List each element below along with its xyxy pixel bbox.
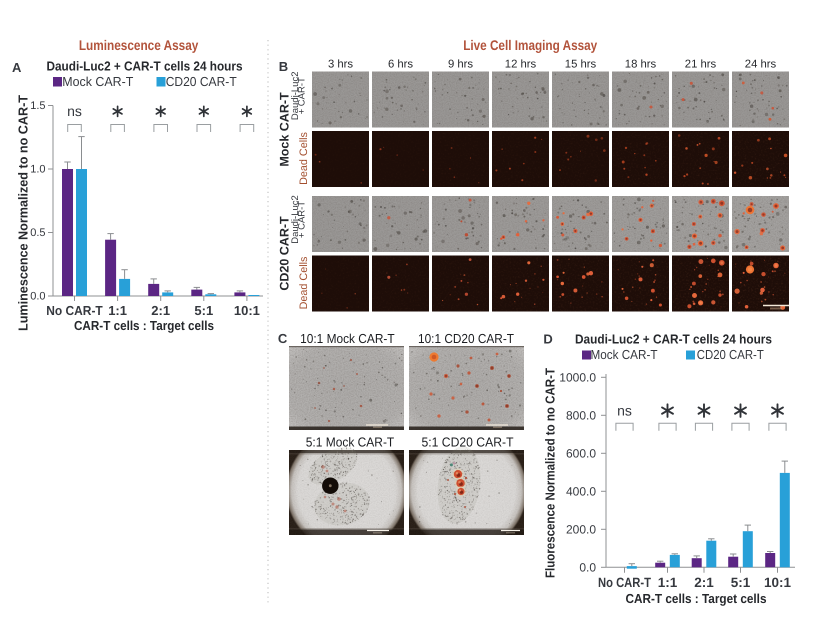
svg-text:200.0: 200.0 — [566, 523, 596, 537]
svg-text:Fluorescence Normalized to no: Fluorescence Normalized to no CAR-T — [543, 368, 558, 578]
svg-text:Mock CAR-T: Mock CAR-T — [278, 92, 292, 167]
svg-text:D: D — [543, 331, 552, 346]
svg-text:15 hrs: 15 hrs — [565, 58, 597, 70]
svg-text:CD20 CAR-T: CD20 CAR-T — [697, 347, 764, 362]
svg-text:Daudi-Luc2 + CAR-T cells 24 ho: Daudi-Luc2 + CAR-T cells 24 hours — [575, 332, 772, 347]
svg-text:1:1: 1:1 — [658, 575, 678, 590]
svg-text:400.0: 400.0 — [566, 485, 596, 499]
svg-text:No CAR-T: No CAR-T — [598, 575, 652, 590]
svg-text:21 hrs: 21 hrs — [685, 58, 717, 70]
svg-text:12 hrs: 12 hrs — [505, 58, 537, 70]
svg-text:Dead Cells: Dead Cells — [298, 256, 310, 309]
svg-text:+ CAR-T: + CAR-T — [297, 201, 308, 238]
svg-text:10:1 Mock CAR-T: 10:1 Mock CAR-T — [300, 331, 395, 346]
svg-text:Luminescence Assay: Luminescence Assay — [79, 37, 199, 53]
svg-text:9 hrs: 9 hrs — [448, 58, 473, 70]
svg-text:1000.0: 1000.0 — [559, 371, 596, 385]
svg-text:Mock CAR-T: Mock CAR-T — [62, 74, 133, 89]
svg-text:CD20 CAR-T: CD20 CAR-T — [278, 216, 292, 291]
svg-text:10:1: 10:1 — [234, 303, 260, 318]
svg-text:Mock CAR-T: Mock CAR-T — [591, 347, 658, 362]
svg-text:2:1: 2:1 — [694, 575, 714, 590]
svg-text:800.0: 800.0 — [566, 409, 596, 423]
svg-text:Daudi-Luc2: Daudi-Luc2 — [290, 195, 301, 244]
svg-text:+ CAR-T: + CAR-T — [297, 77, 308, 114]
svg-text:10:1: 10:1 — [764, 575, 792, 590]
svg-text:No CAR-T: No CAR-T — [46, 303, 103, 318]
svg-text:6 hrs: 6 hrs — [388, 58, 413, 70]
svg-text:5:1: 5:1 — [731, 575, 751, 590]
svg-text:CAR-T cells : Target cells: CAR-T cells : Target cells — [74, 318, 214, 333]
svg-text:18 hrs: 18 hrs — [625, 58, 657, 70]
svg-text:0.0: 0.0 — [579, 561, 596, 575]
svg-text:ns: ns — [67, 103, 82, 119]
svg-text:2:1: 2:1 — [151, 303, 170, 318]
svg-text:24 hrs: 24 hrs — [745, 58, 777, 70]
svg-text:A: A — [12, 60, 22, 75]
svg-text:3 hrs: 3 hrs — [328, 58, 353, 70]
svg-text:1:1: 1:1 — [108, 303, 127, 318]
svg-text:600.0: 600.0 — [566, 447, 596, 461]
svg-text:B: B — [279, 59, 288, 74]
svg-text:CAR-T cells : Target cells: CAR-T cells : Target cells — [626, 591, 767, 606]
svg-text:1.0: 1.0 — [30, 164, 45, 176]
svg-text:Luminescence Normalized to no: Luminescence Normalized to no CAR-T — [16, 95, 31, 331]
svg-text:5:1 CD20 CAR-T: 5:1 CD20 CAR-T — [422, 435, 514, 450]
svg-text:0.5: 0.5 — [30, 227, 45, 239]
svg-text:0.0: 0.0 — [30, 291, 45, 303]
svg-text:5:1 Mock CAR-T: 5:1 Mock CAR-T — [306, 435, 395, 450]
svg-text:C: C — [278, 331, 288, 346]
svg-text:Dead Cells: Dead Cells — [298, 131, 310, 184]
svg-text:10:1 CD20 CAR-T: 10:1 CD20 CAR-T — [418, 331, 514, 346]
svg-text:Daudi-Luc2 + CAR-T cells 24 ho: Daudi-Luc2 + CAR-T cells 24 hours — [47, 59, 243, 74]
svg-text:Daudi-Luc2: Daudi-Luc2 — [290, 72, 301, 121]
svg-text:ns: ns — [617, 403, 632, 419]
svg-text:Live Cell Imaging Assay: Live Cell Imaging Assay — [463, 37, 597, 53]
svg-text:CD20 CAR-T: CD20 CAR-T — [166, 74, 237, 89]
svg-text:5:1: 5:1 — [194, 303, 213, 318]
svg-text:1.5: 1.5 — [30, 100, 45, 112]
